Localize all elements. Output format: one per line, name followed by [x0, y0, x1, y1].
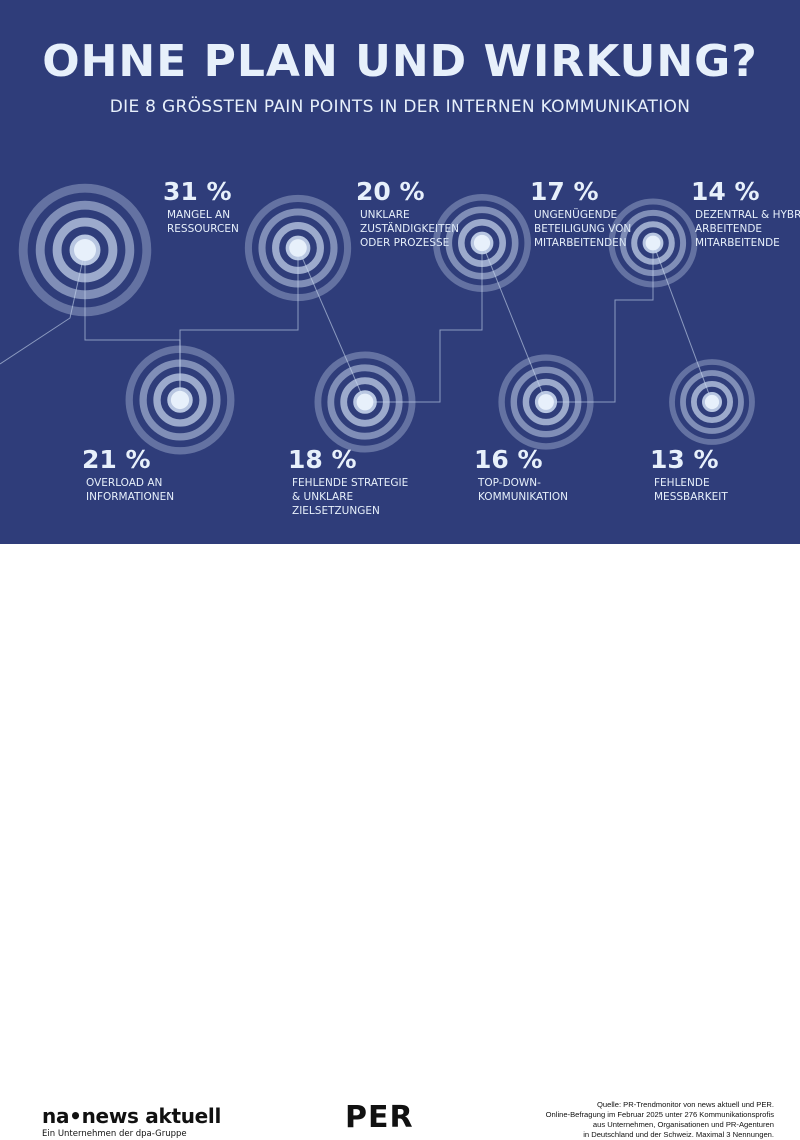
bubble-ring — [18, 183, 152, 317]
category-label: ODER PROZESSE — [360, 237, 449, 249]
value-label: 13 % — [650, 445, 719, 474]
source-line: in Deutschland und der Schweiz. Maximal … — [583, 1130, 774, 1139]
bubble-core — [74, 239, 96, 261]
bubble-core — [704, 394, 720, 410]
bubble-core — [645, 235, 661, 251]
bubble-ring — [244, 194, 352, 302]
category-label: ZIELSETZUNGEN — [292, 505, 380, 517]
category-label: MESSBARKEIT — [654, 491, 728, 503]
connector-line — [0, 249, 86, 365]
bubble-chart: 31 % MANGEL AN RESSOURCEN 21 % OVERLOAD AN IN… — [0, 177, 800, 517]
source-line: Online-Befragung im Februar 2025 unter 2… — [545, 1110, 774, 1119]
bubble-ring — [522, 378, 570, 426]
category-label: UNKLARE — [360, 209, 410, 221]
chart-title: OHNE PLAN UND WIRKUNG? — [42, 36, 758, 87]
bubble-core — [289, 239, 307, 257]
value-label: 31 % — [163, 177, 232, 206]
bubble-ring — [125, 345, 235, 455]
bubble-ring — [432, 194, 531, 293]
value-label: 14 % — [691, 177, 760, 206]
category-label: FEHLENDE — [654, 477, 710, 489]
bubble-ring — [258, 208, 338, 288]
value-label: 18 % — [288, 445, 357, 474]
bubble-ring — [327, 364, 403, 440]
bubble-ring — [153, 373, 207, 427]
category-label: INFORMATIONEN — [86, 491, 174, 503]
connector-line — [365, 243, 483, 403]
category-label: MITARBEITENDE — [695, 237, 780, 249]
bubble-ring — [619, 209, 687, 277]
category-label: OVERLOAD AN — [86, 477, 162, 489]
bubble-core — [538, 394, 554, 410]
category-label: MITARBEITENDEN — [534, 237, 627, 249]
category-label: RESSOURCEN — [167, 223, 239, 235]
source-line: Quelle: PR-Trendmonitor von news aktuell… — [597, 1100, 774, 1109]
category-label: UNGENÜGENDE — [534, 208, 617, 221]
source-note: Quelle: PR-Trendmonitor von news aktuell… — [474, 1100, 774, 1140]
bubble-ring — [272, 222, 324, 274]
value-label: 17 % — [530, 177, 599, 206]
bubble-ring — [669, 359, 755, 445]
bubble-ring — [510, 366, 582, 438]
bubble-ring — [680, 370, 744, 434]
bubble-ring — [691, 380, 734, 423]
category-label: FEHLENDE STRATEGIE — [292, 477, 408, 489]
category-label: DEZENTRAL & HYBRID — [695, 209, 800, 221]
per-logo: PER — [345, 1100, 414, 1135]
bubble-ring — [631, 221, 675, 265]
value-label: 21 % — [82, 445, 151, 474]
value-label: 16 % — [474, 445, 543, 474]
news-aktuell-tagline: Ein Unternehmen der dpa-Gruppe — [42, 1129, 187, 1139]
category-label: ZUSTÄNDIGKEITEN — [360, 222, 459, 235]
news-aktuell-logo: na•news aktuell — [42, 1104, 222, 1128]
footer: na•news aktuell Ein Unternehmen der dpa-… — [0, 544, 800, 1139]
infographic: 31 % MANGEL AN RESSOURCEN 21 % OVERLOAD AN IN… — [0, 0, 800, 544]
bubble-core — [356, 393, 374, 411]
bubble-ring — [498, 354, 594, 450]
connector-line — [481, 242, 547, 403]
bubble-ring — [35, 200, 135, 300]
category-label: TOP-DOWN- — [477, 477, 541, 489]
bubble-ring — [340, 377, 390, 427]
source-line: aus Unternehmen, Organisationen und PR-A… — [592, 1120, 774, 1129]
connector-line — [297, 247, 366, 403]
category-label: & UNKLARE — [292, 491, 353, 503]
category-label: ARBEITENDE — [695, 223, 762, 235]
value-label: 20 % — [356, 177, 425, 206]
bubble-ring — [52, 217, 118, 283]
category-label: KOMMUNIKATION — [478, 491, 568, 503]
chart-subtitle: DIE 8 GRÖSSTEN PAIN POINTS IN DER INTERN… — [109, 97, 691, 117]
connector-line — [546, 243, 654, 403]
connector-line — [179, 248, 299, 400]
bubble-core — [473, 234, 491, 252]
category-label: MANGEL AN — [167, 209, 230, 221]
bubble-core — [170, 390, 190, 410]
bubble-ring — [139, 359, 221, 441]
bubble-ring — [314, 351, 416, 453]
bubble-ring — [457, 219, 506, 268]
bubble-ring — [445, 206, 519, 280]
bubble-ring — [608, 198, 698, 288]
category-label: BETEILIGUNG VON — [534, 223, 631, 235]
